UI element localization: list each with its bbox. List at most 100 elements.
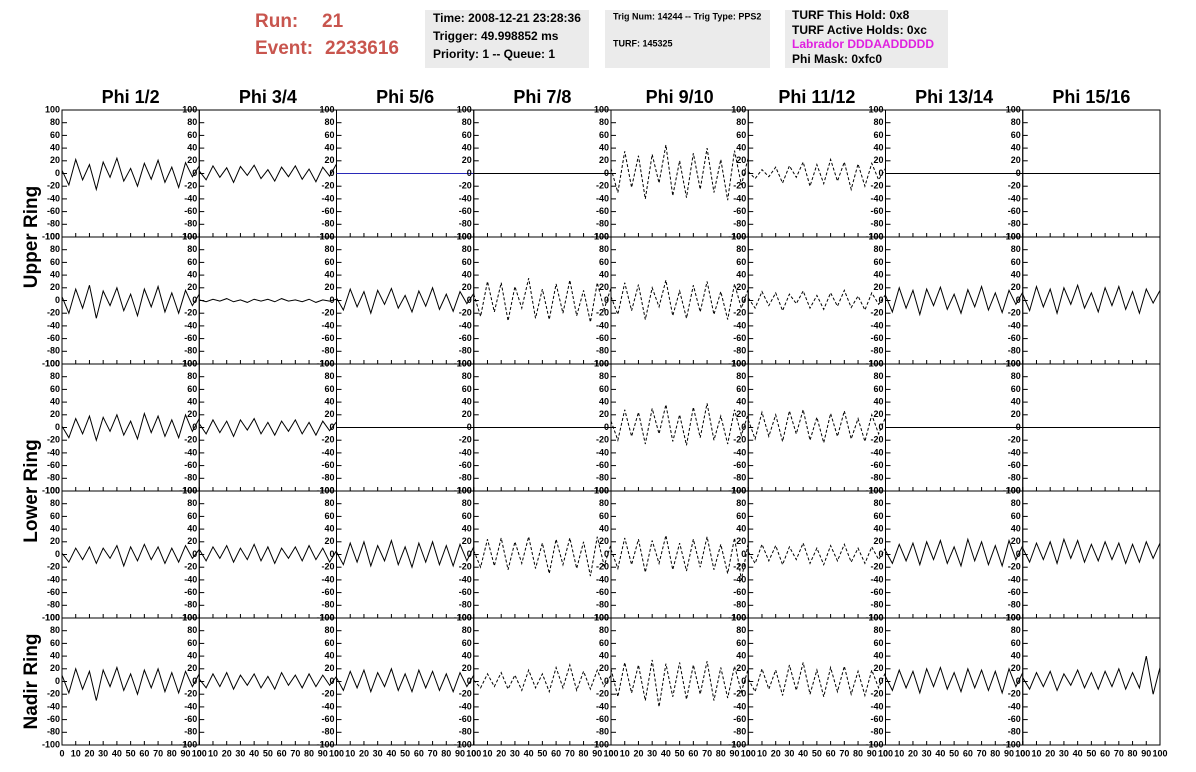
y-tick-label: 100 bbox=[319, 358, 334, 368]
y-tick-label: 20 bbox=[324, 536, 334, 546]
y-tick-label: -60 bbox=[1008, 587, 1021, 597]
y-tick-label: 60 bbox=[50, 511, 60, 521]
y-tick-label: 100 bbox=[45, 231, 60, 241]
y-tick-label: -80 bbox=[184, 600, 197, 610]
y-tick-label: -100 bbox=[728, 739, 746, 749]
y-tick-label: 0 bbox=[1016, 422, 1021, 432]
y-tick-label: -80 bbox=[321, 346, 334, 356]
y-tick-label: -60 bbox=[596, 587, 609, 597]
y-tick-label: 20 bbox=[736, 282, 746, 292]
y-tick-label: 80 bbox=[1011, 498, 1021, 508]
waveform bbox=[336, 667, 475, 694]
y-tick-label: -20 bbox=[47, 181, 60, 191]
row-title: Lower Ring bbox=[21, 439, 42, 542]
y-tick-label: -80 bbox=[1008, 346, 1021, 356]
x-tick-label: 80 bbox=[853, 748, 863, 758]
x-tick-label: 40 bbox=[661, 748, 671, 758]
y-tick-label: 40 bbox=[324, 523, 334, 533]
y-tick-label: 0 bbox=[741, 168, 746, 178]
waveform bbox=[747, 409, 886, 444]
waveform bbox=[61, 156, 200, 192]
y-tick-label: 60 bbox=[873, 638, 883, 648]
waveform bbox=[61, 284, 200, 319]
y-tick-label: 0 bbox=[741, 676, 746, 686]
y-tick-label: 100 bbox=[182, 358, 197, 368]
y-tick-label: 0 bbox=[878, 168, 883, 178]
x-tick-label: 0 bbox=[883, 748, 888, 758]
y-tick-label: -80 bbox=[47, 219, 60, 229]
y-tick-label: 80 bbox=[324, 625, 334, 635]
y-tick-label: 0 bbox=[329, 422, 334, 432]
y-tick-label: 0 bbox=[878, 422, 883, 432]
y-tick-label: -40 bbox=[459, 193, 472, 203]
x-tick-label: 10 bbox=[482, 748, 492, 758]
y-tick-label: 0 bbox=[1016, 676, 1021, 686]
y-tick-label: -60 bbox=[47, 206, 60, 216]
y-tick-label: -40 bbox=[733, 320, 746, 330]
run-label: Run: bbox=[255, 11, 298, 32]
y-tick-label: -60 bbox=[870, 714, 883, 724]
y-tick-label: 60 bbox=[50, 130, 60, 140]
y-tick-label: 80 bbox=[736, 625, 746, 635]
y-tick-label: 100 bbox=[1006, 485, 1021, 495]
y-tick-label: 60 bbox=[187, 130, 197, 140]
y-tick-label: -40 bbox=[596, 447, 609, 457]
y-tick-label: -40 bbox=[459, 701, 472, 711]
x-tick-label: 70 bbox=[977, 748, 987, 758]
y-tick-label: 100 bbox=[868, 104, 883, 114]
waveform bbox=[61, 543, 200, 568]
y-tick-label: 40 bbox=[324, 269, 334, 279]
x-tick-label: 10 bbox=[620, 748, 630, 758]
y-tick-label: -60 bbox=[184, 333, 197, 343]
y-tick-label: -100 bbox=[1003, 231, 1021, 241]
info-text: Time: 2008-12-21 23:28:36 bbox=[433, 11, 581, 25]
y-tick-label: 20 bbox=[1011, 282, 1021, 292]
y-tick-label: -20 bbox=[184, 308, 197, 318]
y-tick-label: -60 bbox=[733, 587, 746, 597]
y-tick-label: -40 bbox=[47, 574, 60, 584]
y-tick-label: -80 bbox=[596, 727, 609, 737]
y-tick-label: -100 bbox=[865, 612, 883, 622]
y-tick-label: 80 bbox=[873, 498, 883, 508]
x-tick-label: 30 bbox=[647, 748, 657, 758]
y-tick-label: -40 bbox=[870, 320, 883, 330]
x-tick-label: 30 bbox=[235, 748, 245, 758]
y-tick-label: 60 bbox=[324, 384, 334, 394]
y-tick-label: 40 bbox=[736, 650, 746, 660]
y-tick-label: -20 bbox=[1008, 308, 1021, 318]
y-tick-label: -20 bbox=[596, 181, 609, 191]
y-tick-label: -80 bbox=[596, 219, 609, 229]
y-tick-label: -60 bbox=[870, 460, 883, 470]
y-tick-label: -80 bbox=[870, 346, 883, 356]
y-tick-label: 80 bbox=[187, 498, 197, 508]
y-tick-label: 0 bbox=[329, 549, 334, 559]
y-tick-label: -100 bbox=[1003, 612, 1021, 622]
y-tick-label: 100 bbox=[45, 485, 60, 495]
y-tick-label: -20 bbox=[1008, 181, 1021, 191]
y-tick-label: -80 bbox=[47, 600, 60, 610]
y-tick-label: -100 bbox=[316, 612, 334, 622]
y-tick-label: -80 bbox=[321, 219, 334, 229]
y-tick-label: -100 bbox=[591, 612, 609, 622]
y-tick-label: -40 bbox=[184, 701, 197, 711]
y-tick-label: 40 bbox=[1011, 396, 1021, 406]
x-tick-label: 50 bbox=[537, 748, 547, 758]
y-tick-label: 40 bbox=[462, 269, 472, 279]
y-tick-label: 60 bbox=[462, 638, 472, 648]
y-tick-label: 100 bbox=[457, 485, 472, 495]
y-tick-label: 100 bbox=[594, 231, 609, 241]
y-tick-label: -100 bbox=[865, 358, 883, 368]
y-tick-label: 0 bbox=[55, 549, 60, 559]
x-tick-label: 100 bbox=[878, 748, 893, 758]
y-tick-label: -40 bbox=[1008, 193, 1021, 203]
x-tick-label: 80 bbox=[579, 748, 589, 758]
y-tick-label: 20 bbox=[324, 282, 334, 292]
y-tick-label: -100 bbox=[42, 739, 60, 749]
y-tick-label: 100 bbox=[457, 231, 472, 241]
info-box bbox=[785, 10, 948, 68]
y-tick-label: 100 bbox=[457, 358, 472, 368]
x-tick-label: 100 bbox=[603, 748, 618, 758]
y-tick-label: -20 bbox=[459, 562, 472, 572]
x-tick-label: 50 bbox=[949, 748, 959, 758]
column-title: Phi 11/12 bbox=[778, 87, 855, 107]
